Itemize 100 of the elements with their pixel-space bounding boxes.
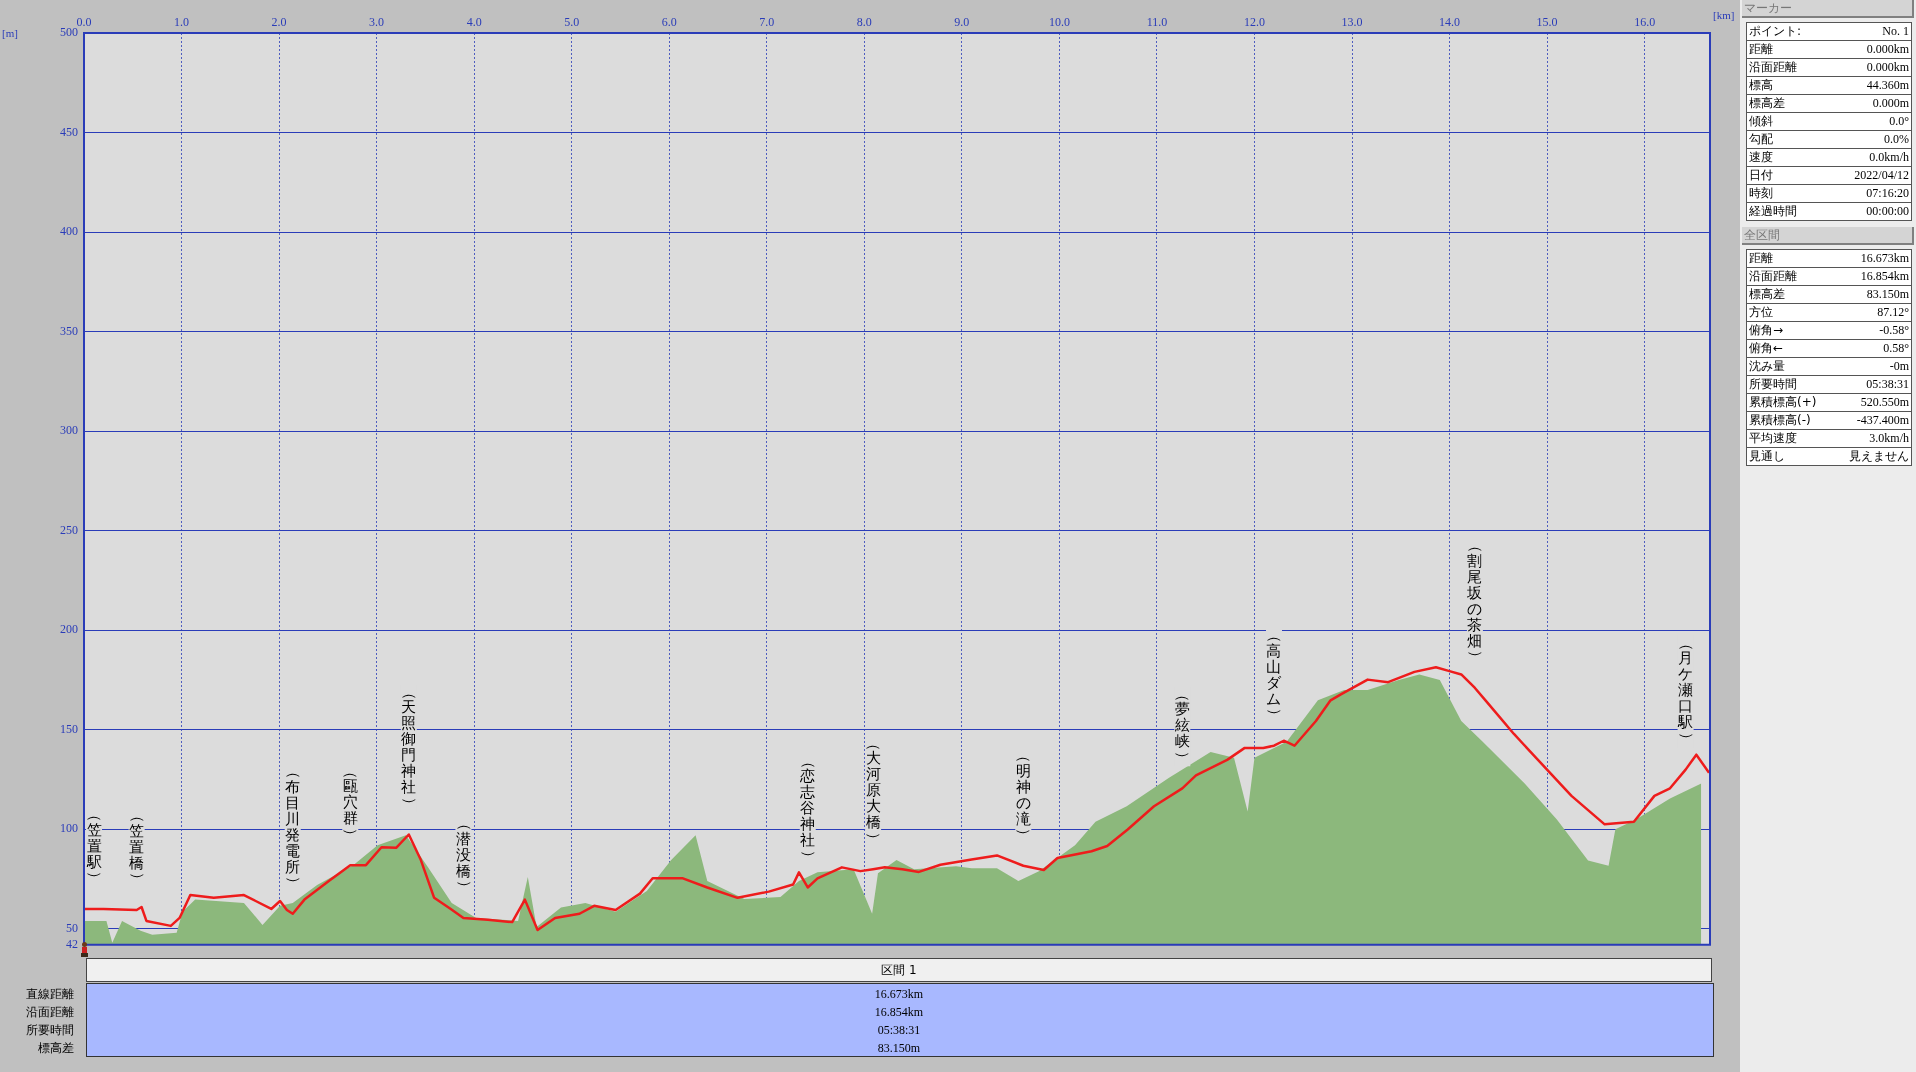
x-tick-label: 9.0 xyxy=(954,14,970,29)
text: 0.58° xyxy=(1833,339,1912,358)
x-tick-label: 15.0 xyxy=(1536,14,1558,29)
text: 見通し xyxy=(1746,447,1834,466)
text: 距離 xyxy=(1746,249,1834,268)
text: 時刻 xyxy=(1746,184,1828,203)
text: 0.0km/h xyxy=(1827,148,1912,167)
text: 05:38:31 xyxy=(1833,375,1912,394)
x-tick-label: 1.0 xyxy=(174,14,190,29)
annotation: （天照御門神社） xyxy=(400,685,419,813)
text: 累積標高(+) xyxy=(1746,393,1834,412)
text: 沿面距離 xyxy=(1746,58,1828,77)
text: 速度 xyxy=(1746,148,1828,167)
annotation: （割尾坂の茶畑） xyxy=(1466,538,1486,666)
y-tick-label: 42 xyxy=(66,936,78,951)
annotation: （笠置橋） xyxy=(128,808,147,888)
text: 標高差 xyxy=(1746,94,1828,113)
text: -0m xyxy=(1833,357,1912,376)
x-axis-title: [km] xyxy=(1713,8,1735,21)
text: マーカー xyxy=(1742,0,1914,18)
text: -0.58° xyxy=(1833,321,1912,340)
annotation: （高山ダム） xyxy=(1266,628,1285,724)
text: 平均速度 xyxy=(1746,429,1834,448)
annotation: （大河原大橋） xyxy=(865,735,884,847)
text: 標高差 xyxy=(38,1040,74,1056)
text: 所要時間 xyxy=(1746,375,1834,394)
annotation: （笠置駅） xyxy=(85,807,105,887)
x-tick-label: 11.0 xyxy=(1146,14,1168,29)
text: 16.854km xyxy=(1833,267,1912,286)
y-tick-label: 300 xyxy=(60,423,78,438)
text: 87.12° xyxy=(1833,303,1912,322)
x-tick-label: 8.0 xyxy=(856,14,872,29)
y-tick-label: 350 xyxy=(60,323,78,338)
text: 00:00:00 xyxy=(1827,202,1912,221)
x-tick-label: 7.0 xyxy=(759,14,775,29)
annotation: （恋志谷神社） xyxy=(799,753,818,865)
text: 83.150m xyxy=(876,1040,922,1056)
text: 俯角← xyxy=(1746,339,1834,358)
text: 勾配 xyxy=(1746,130,1828,149)
text: 沿面距離 xyxy=(26,1004,74,1020)
text: 44.360m xyxy=(1827,76,1912,95)
annotation: （月ケ瀬口駅） xyxy=(1677,636,1696,748)
text: No. 1 xyxy=(1827,22,1912,41)
y-axis-title: [m] xyxy=(2,26,18,39)
annotation: （夢絃峡） xyxy=(1173,686,1193,766)
x-tick-label: 16.0 xyxy=(1634,14,1656,29)
annotation: （明神の滝） xyxy=(1015,748,1034,844)
text: ポイント: xyxy=(1746,22,1828,41)
x-tick-label: 2.0 xyxy=(271,14,287,29)
y-tick-label: 500 xyxy=(60,25,78,40)
text: 沿面距離 xyxy=(1746,267,1834,286)
y-tick-label: 150 xyxy=(60,721,78,736)
text: 16.854km xyxy=(873,1004,925,1020)
annotation: （甌穴群） xyxy=(342,763,361,843)
text: 区間 1 xyxy=(86,958,1712,982)
text: 傾斜 xyxy=(1746,112,1828,131)
text: 0.0° xyxy=(1827,112,1912,131)
text: 16.673km xyxy=(1833,249,1912,268)
text: 3.0km/h xyxy=(1833,429,1912,448)
text: 83.150m xyxy=(1833,285,1912,304)
text: 直線距離 xyxy=(26,986,74,1002)
text: -437.400m xyxy=(1833,411,1912,430)
text: 全区間 xyxy=(1742,227,1914,245)
text: 距離 xyxy=(1746,40,1828,59)
x-tick-label: 6.0 xyxy=(661,14,677,29)
text: 0.000km xyxy=(1827,58,1912,77)
text: 俯角→ xyxy=(1746,321,1834,340)
text: 日付 xyxy=(1746,166,1828,185)
text: 2022/04/12 xyxy=(1827,166,1912,185)
text: 所要時間 xyxy=(26,1022,74,1038)
x-tick-label: 12.0 xyxy=(1243,14,1265,29)
text: 0.000m xyxy=(1827,94,1912,113)
x-tick-label: 5.0 xyxy=(564,14,580,29)
y-tick-label: 100 xyxy=(60,821,78,836)
text: 0.000km xyxy=(1827,40,1912,59)
x-tick-label: 10.0 xyxy=(1048,14,1070,29)
y-tick-label: 250 xyxy=(60,522,78,537)
text: 05:38:31 xyxy=(876,1022,922,1038)
x-tick-label: 14.0 xyxy=(1439,14,1461,29)
text: 沈み量 xyxy=(1746,357,1834,376)
x-tick-label: 13.0 xyxy=(1341,14,1363,29)
text: 方位 xyxy=(1746,303,1834,322)
text: 標高差 xyxy=(1746,285,1834,304)
annotation: （潜没橋） xyxy=(455,816,474,896)
text: 07:16:20 xyxy=(1827,184,1912,203)
text: 見えません xyxy=(1833,447,1912,466)
x-tick-label: 0.0 xyxy=(76,14,92,29)
y-tick-label: 200 xyxy=(60,622,78,637)
y-tick-label: 450 xyxy=(60,124,78,139)
text: 標高 xyxy=(1746,76,1828,95)
text: 0.0% xyxy=(1827,130,1912,149)
x-tick-label: 3.0 xyxy=(369,14,385,29)
text: 経過時間 xyxy=(1746,202,1828,221)
y-tick-label: 400 xyxy=(60,224,78,239)
text: 累積標高(-) xyxy=(1746,411,1834,430)
y-tick-label: 50 xyxy=(66,921,78,936)
x-tick-label: 4.0 xyxy=(466,14,482,29)
text: 520.550m xyxy=(1833,393,1912,412)
annotation: （布目川発電所） xyxy=(284,764,303,892)
text: 16.673km xyxy=(873,986,925,1002)
